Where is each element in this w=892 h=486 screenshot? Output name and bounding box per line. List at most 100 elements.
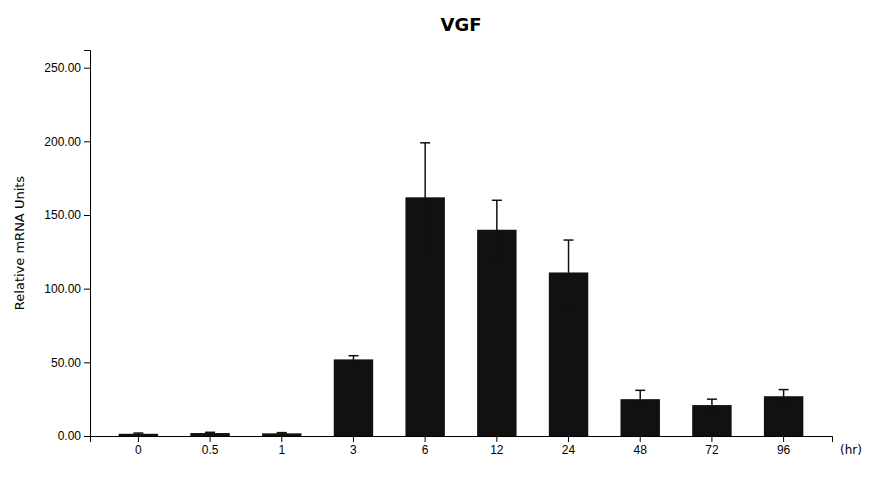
chart: 0 0.5 1 3 6 12 24 48 72 96 0.00 50.00 100.00 150.00 20…: [0, 0, 892, 486]
y-tick-label: 150.00: [44, 208, 81, 222]
error-bar: [133, 433, 143, 434]
error-bar: [564, 240, 574, 305]
error-cap: [635, 390, 645, 392]
x-tick-label: 24: [562, 443, 576, 457]
x-tick: 48: [634, 436, 648, 457]
y-tick: 50.00: [51, 356, 90, 370]
x-tick-label: 48: [634, 443, 648, 457]
y-tick: 100.00: [44, 282, 90, 296]
y-tick-mark: [84, 215, 90, 216]
x-tick-label: 72: [705, 443, 719, 457]
error-cap: [564, 304, 574, 306]
bar: [334, 359, 373, 436]
y-tick: 250.00: [44, 61, 90, 75]
error-cap: [420, 142, 430, 144]
error-bar: [348, 356, 358, 363]
x-tick: 24: [562, 436, 576, 457]
y-tick-label: 250.00: [44, 61, 81, 75]
x-axis-line: [91, 437, 833, 443]
y-axis-title: Relative mRNA Units: [12, 176, 27, 310]
error-line: [711, 399, 713, 411]
x-tick: 1: [278, 436, 285, 457]
x-tick-mark: [711, 436, 712, 442]
error-cap: [277, 432, 287, 434]
title: VGF: [440, 14, 481, 35]
y-tick: 150.00: [44, 208, 90, 222]
x-tick-label: 12: [490, 443, 504, 457]
x-tick-mark: [425, 436, 426, 442]
x-tick-label: 0.5: [202, 443, 219, 457]
error-cap: [205, 433, 215, 435]
error-cap: [779, 389, 789, 391]
error-line: [639, 390, 641, 408]
error-cap: [348, 362, 358, 364]
error-cap: [707, 410, 717, 412]
error-cap: [564, 239, 574, 241]
x-tick-mark: [568, 436, 569, 442]
x-tick-mark: [640, 436, 641, 442]
error-cap: [420, 251, 430, 253]
error-line: [424, 143, 426, 252]
error-line: [568, 240, 570, 305]
bar: [119, 434, 158, 436]
x-axis: 0 0.5 1 3 6 12 24 48 72 96: [91, 436, 833, 457]
error-cap: [492, 200, 502, 202]
error-bar: [779, 390, 789, 403]
y-tick-label: 0.00: [58, 429, 82, 443]
error-cap: [635, 407, 645, 409]
error-line: [353, 356, 355, 363]
y-axis: 0.00 50.00 100.00 150.00 200.00 250.00: [44, 51, 90, 444]
bar: [262, 433, 301, 436]
error-cap: [779, 402, 789, 404]
y-tick-mark: [84, 289, 90, 290]
x-tick-mark: [210, 436, 211, 442]
error-bar: [205, 432, 215, 433]
error-line: [783, 390, 785, 403]
error-cap: [492, 258, 502, 260]
y-tick-mark: [84, 141, 90, 142]
y-tick-mark: [84, 68, 90, 69]
x-tick-mark: [783, 436, 784, 442]
x-tick-label: 6: [422, 443, 429, 457]
error-cap: [133, 434, 143, 436]
y-axis-line: [84, 51, 91, 437]
y-tick: 0.00: [58, 429, 90, 443]
x-axis-title: (hr): [840, 443, 862, 457]
x-tick: 0: [135, 436, 142, 457]
marks: [119, 143, 804, 436]
error-line: [496, 200, 498, 259]
x-tick-mark: [353, 436, 354, 442]
y-tick-label: 200.00: [44, 135, 81, 149]
x-tick: 72: [705, 436, 719, 457]
x-tick-mark: [281, 436, 282, 442]
y-tick-mark: [84, 362, 90, 363]
y-tick-mark: [84, 436, 90, 437]
x-tick-label: 96: [777, 443, 791, 457]
x-tick-label: 0: [135, 443, 142, 457]
x-tick: 6: [422, 436, 429, 457]
error-bar: [277, 433, 287, 434]
y-tick: 200.00: [44, 135, 90, 149]
x-tick: 0.5: [202, 436, 219, 457]
bar: [764, 396, 803, 436]
error-bar: [492, 200, 502, 259]
x-tick-mark: [496, 436, 497, 442]
bar: [190, 433, 229, 436]
y-tick-label: 100.00: [44, 282, 81, 296]
x-tick: 3: [350, 436, 357, 457]
error-cap: [348, 355, 358, 357]
error-cap: [133, 432, 143, 434]
plot-area: 0 0.5 1 3 6 12 24 48 72 96 0.00 50.00 100.00 150.00 20…: [44, 51, 832, 457]
bar: [477, 230, 516, 436]
x-tick-mark: [138, 436, 139, 442]
x-tick: 96: [777, 436, 791, 457]
x-tick-label: 1: [278, 443, 285, 457]
error-bar: [707, 399, 717, 411]
error-bar: [420, 143, 430, 252]
x-tick: 12: [490, 436, 504, 457]
error-bar: [635, 390, 645, 408]
error-cap: [277, 433, 287, 435]
error-cap: [707, 398, 717, 400]
x-tick-label: 3: [350, 443, 357, 457]
error-cap: [205, 432, 215, 434]
